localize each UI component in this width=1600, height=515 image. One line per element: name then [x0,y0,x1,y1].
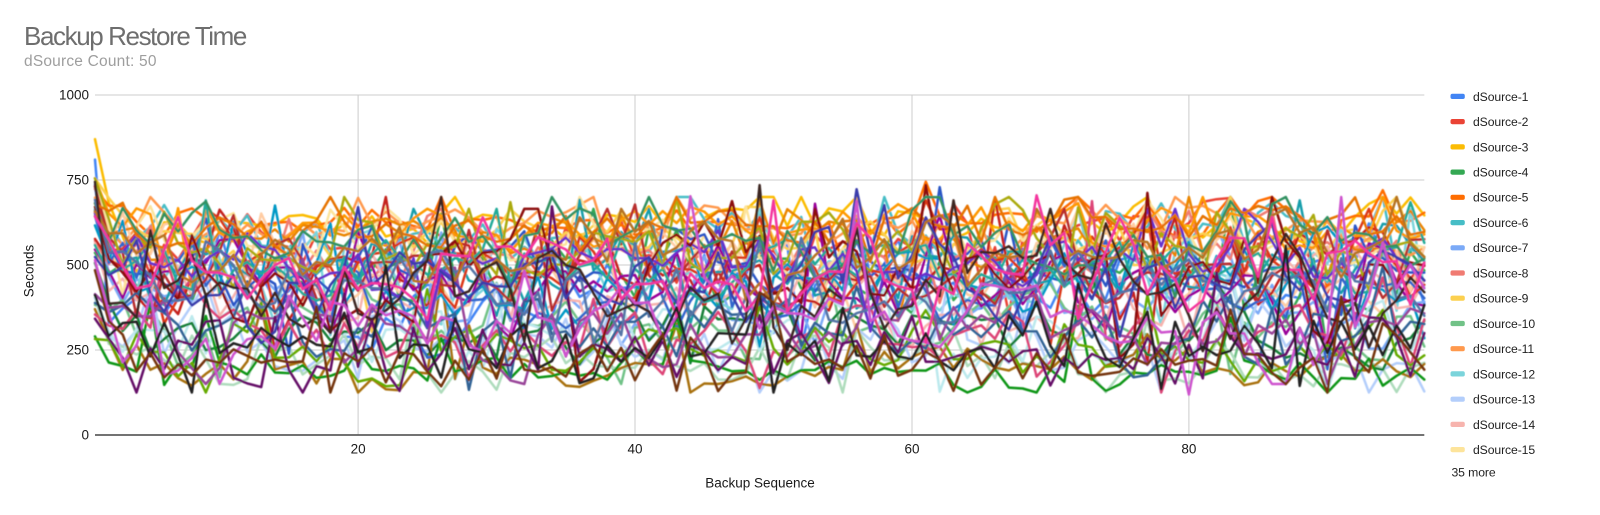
svg-text:dSource-10: dSource-10 [1473,317,1535,331]
svg-text:750: 750 [66,173,89,188]
svg-text:250: 250 [66,343,89,358]
svg-text:40: 40 [627,442,642,457]
svg-text:1000: 1000 [59,88,89,103]
svg-text:dSource-9: dSource-9 [1473,292,1529,306]
svg-text:dSource-11: dSource-11 [1473,342,1534,356]
svg-text:dSource-1: dSource-1 [1473,90,1529,104]
svg-text:Backup Restore Time: Backup Restore Time [24,21,247,51]
svg-text:dSource-15: dSource-15 [1473,443,1535,457]
svg-text:dSource-8: dSource-8 [1473,266,1529,280]
svg-text:dSource Count: 50: dSource Count: 50 [24,53,157,70]
svg-text:dSource-2: dSource-2 [1473,115,1529,129]
svg-text:80: 80 [1181,442,1196,457]
svg-text:500: 500 [66,258,89,273]
svg-text:dSource-14: dSource-14 [1473,418,1535,432]
svg-text:60: 60 [904,442,919,457]
svg-text:Backup Sequence: Backup Sequence [705,476,815,491]
svg-text:dSource-5: dSource-5 [1473,191,1529,205]
svg-text:0: 0 [81,428,89,443]
svg-text:35 more: 35 more [1452,466,1496,480]
svg-text:dSource-6: dSource-6 [1473,216,1529,230]
svg-text:dSource-13: dSource-13 [1473,393,1535,407]
svg-text:20: 20 [351,442,366,457]
svg-text:dSource-3: dSource-3 [1473,140,1529,154]
svg-text:dSource-12: dSource-12 [1473,367,1535,381]
svg-text:dSource-7: dSource-7 [1473,241,1529,255]
svg-text:dSource-4: dSource-4 [1473,166,1529,180]
svg-text:Seconds: Seconds [22,244,37,297]
